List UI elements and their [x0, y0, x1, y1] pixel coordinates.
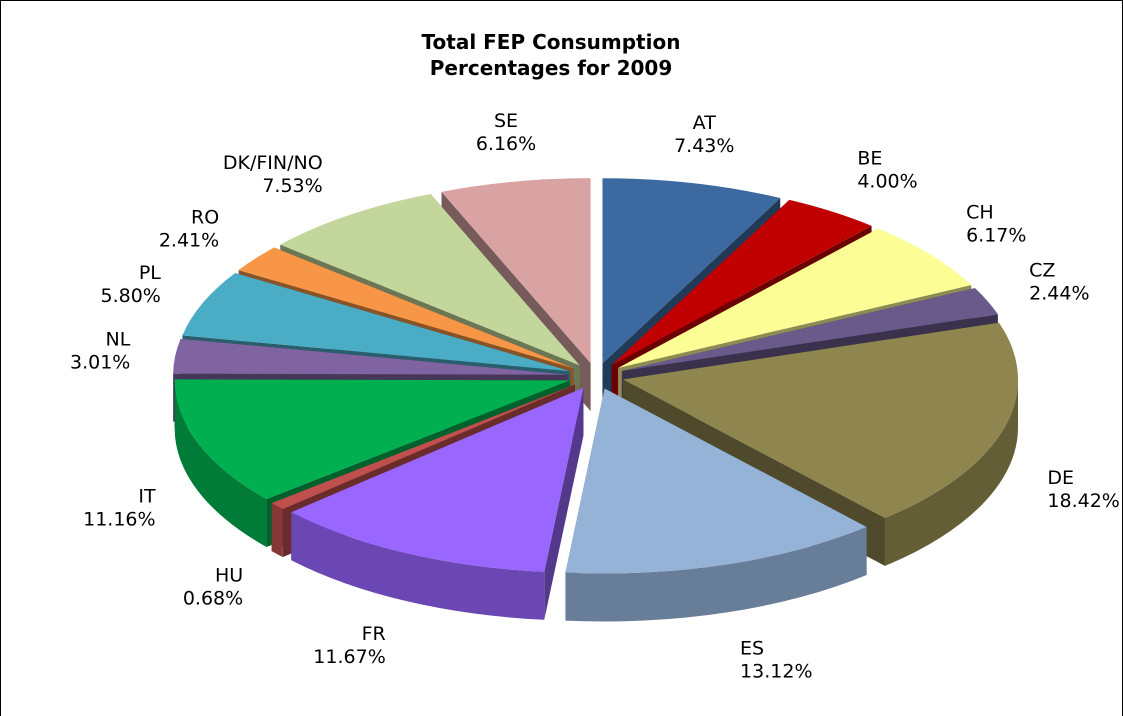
slice-label: HU	[215, 565, 243, 587]
slice	[565, 388, 867, 622]
slice-label: DK/FIN/NO	[223, 152, 323, 174]
slice-label: AT	[693, 112, 717, 134]
slice-label: BE	[857, 148, 882, 170]
slice-wall	[565, 526, 867, 622]
slice-value-label: 18.42%	[1047, 490, 1119, 512]
slice-value-label: 7.53%	[262, 175, 322, 197]
slice-value-label: 11.16%	[83, 508, 155, 530]
slice-top	[182, 273, 570, 372]
slice-label: FR	[362, 623, 386, 645]
slice-value-label: 0.68%	[183, 588, 243, 610]
slice-label: IT	[138, 485, 156, 507]
slice-value-label: 7.43%	[674, 135, 734, 157]
slice-label: ES	[740, 638, 764, 660]
slice-side	[544, 387, 584, 620]
slice-top	[565, 388, 867, 574]
slice-label: RO	[191, 206, 219, 228]
slice-top	[291, 387, 584, 572]
slice-label: DE	[1047, 467, 1074, 489]
slice-top	[618, 228, 972, 368]
slice-top	[441, 178, 591, 364]
slice-value-label: 13.12%	[740, 661, 812, 683]
slice-top	[602, 178, 781, 364]
slice-wall	[884, 379, 1019, 566]
slice-label: NL	[106, 329, 131, 351]
slice-top	[271, 384, 575, 510]
slice-value-label: 2.44%	[1029, 283, 1089, 305]
slice-top	[173, 338, 569, 375]
slice-value-label: 3.01%	[70, 352, 130, 374]
slice-wall	[291, 512, 545, 620]
slice-value-label: 6.17%	[966, 225, 1026, 247]
slice-wall	[271, 503, 283, 558]
slice-label: CH	[966, 202, 994, 224]
slice-top	[174, 379, 570, 499]
chart-title: Total FEP Consumption Percentages for 20…	[421, 30, 681, 80]
slice-top	[623, 322, 1019, 518]
slice-wall	[174, 380, 267, 547]
slice-top	[238, 247, 574, 369]
slice-label: PL	[139, 262, 161, 284]
slice-value-label: 4.00%	[857, 171, 917, 193]
slice	[291, 387, 584, 620]
slice-top	[280, 194, 580, 366]
slice-label: SE	[494, 110, 518, 132]
slice-top	[621, 288, 998, 372]
slice-value-label: 2.41%	[159, 229, 219, 251]
slice-value-label: 6.16%	[476, 133, 536, 155]
slice-value-label: 11.67%	[313, 646, 385, 668]
slice-label: CZ	[1029, 260, 1055, 282]
slice-value-label: 5.80%	[101, 285, 161, 307]
slice-top	[611, 199, 872, 366]
